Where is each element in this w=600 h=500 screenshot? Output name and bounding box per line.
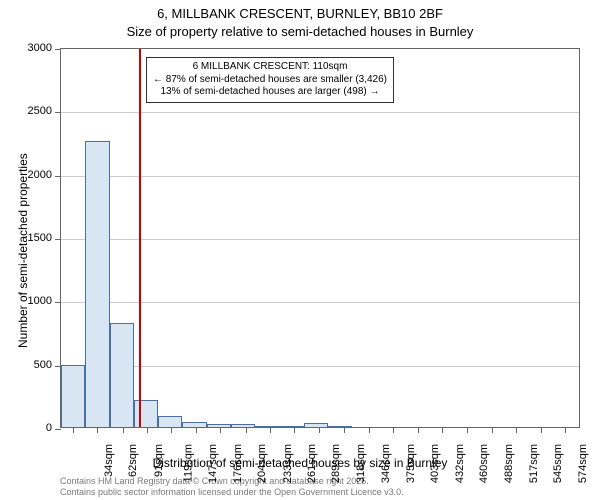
y-tick [55,176,61,177]
x-tick-label: 62sqm [127,444,139,477]
histogram-bar [231,424,255,427]
x-tick-label: 119sqm [182,444,194,482]
y-tick [55,429,61,430]
annotation-line-2: ← 87% of semi-detached houses are smalle… [153,74,387,87]
histogram-plot-area: 6 MILLBANK CRESCENT: 110sqm ← 87% of sem… [60,48,580,428]
x-tick [196,427,197,433]
histogram-bar [279,426,303,427]
x-tick [541,427,542,433]
property-annotation-box: 6 MILLBANK CRESCENT: 110sqm ← 87% of sem… [146,57,394,103]
x-tick-label: 545sqm [552,444,564,483]
x-tick [246,427,247,433]
x-tick [418,427,419,433]
subject-property-marker [139,49,141,427]
y-tick [55,49,61,50]
footer-line-2: Contains public sector information licen… [60,487,404,498]
y-tick [55,112,61,113]
x-tick-label: 289sqm [330,444,342,483]
y-tick-label: 500 [0,359,52,371]
x-tick [516,427,517,433]
histogram-bar [158,416,182,427]
histogram-bar [85,141,109,427]
histogram-bar [328,426,352,427]
x-tick [294,427,295,433]
x-tick-label: 233sqm [282,444,294,483]
x-tick [565,427,566,433]
x-tick-label: 403sqm [429,444,441,483]
x-tick-label: 432sqm [454,444,466,483]
title-line-1: 6, MILLBANK CRESCENT, BURNLEY, BB10 2BF [0,6,600,21]
x-tick [147,427,148,433]
histogram-bar [255,426,279,427]
x-tick [442,427,443,433]
x-tick [73,427,74,433]
x-tick-label: 460sqm [478,444,490,483]
x-tick-label: 34sqm [103,444,115,477]
x-tick [492,427,493,433]
histogram-bar [61,365,85,427]
x-tick-label: 176sqm [232,444,244,483]
x-tick [97,427,98,433]
x-tick [171,427,172,433]
y-tick-label: 1500 [0,232,52,244]
x-tick [344,427,345,433]
y-tick-label: 2500 [0,105,52,117]
y-tick-label: 3000 [0,42,52,54]
histogram-bar [110,323,134,427]
x-tick [123,427,124,433]
y-tick-label: 2000 [0,169,52,181]
x-tick-label: 574sqm [577,444,589,483]
x-tick-label: 488sqm [503,444,515,483]
x-tick-label: 517sqm [528,444,540,483]
y-tick-label: 0 [0,422,52,434]
x-tick-label: 261sqm [306,444,318,483]
x-tick [393,427,394,433]
histogram-bar [134,400,158,427]
y-tick-label: 1000 [0,295,52,307]
histogram-bar [182,422,206,427]
x-tick-label: 346sqm [380,444,392,483]
x-tick-label: 91sqm [153,444,165,477]
x-tick-label: 375sqm [405,444,417,483]
title-line-2: Size of property relative to semi-detach… [0,24,600,39]
histogram-bar [304,423,328,427]
x-tick [270,427,271,433]
y-tick [55,239,61,240]
x-tick [319,427,320,433]
x-tick-label: 318sqm [355,444,367,483]
y-tick [55,302,61,303]
x-tick [467,427,468,433]
x-tick [220,427,221,433]
histogram-bar [207,424,231,427]
annotation-line-1: 6 MILLBANK CRESCENT: 110sqm [153,61,387,74]
y-axis-label: Number of semi-detached properties [16,153,30,348]
x-tick-label: 147sqm [207,444,219,483]
x-tick-label: 204sqm [257,444,269,483]
annotation-line-3: 13% of semi-detached houses are larger (… [153,86,387,99]
x-tick [369,427,370,433]
